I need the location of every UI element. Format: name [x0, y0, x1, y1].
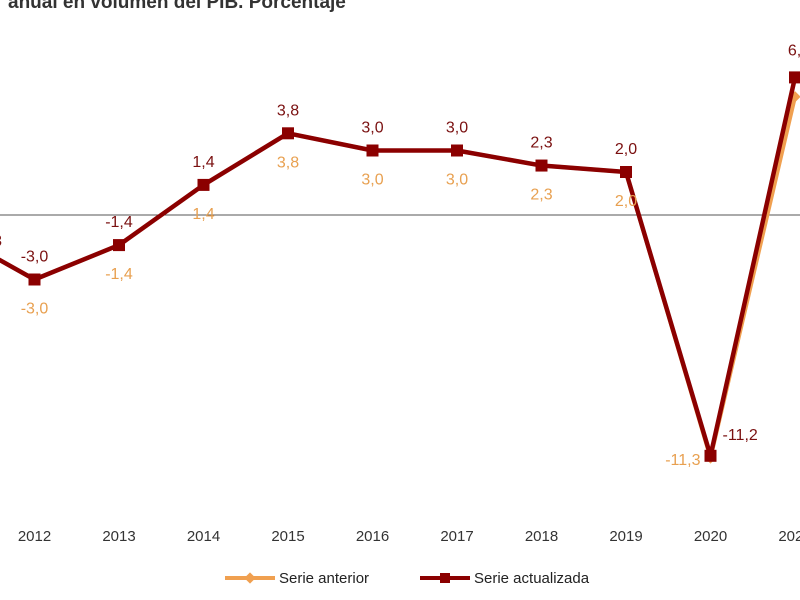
point-serie-actualizada-2013	[113, 239, 125, 252]
point-serie-actualizada-2018	[535, 159, 548, 172]
series-layer	[0, 71, 800, 464]
data-label-serie-anterior-2018: 2,3	[530, 187, 552, 204]
data-label-serie-actualizada-2018: 2,3	[530, 135, 552, 152]
data-label-serie-anterior-2016: 3,0	[361, 172, 383, 189]
x-tick-label-2013: 2013	[102, 528, 135, 545]
data-labels-layer: -3,0 -1,4 1,4 3,8 3,0 3,0 2,3 2,0 -11,3 3 -3,0 -1,4…	[0, 42, 800, 469]
x-axis-ticks: 2012 2013 2014 2015 2016 2017 2018 2019 2020 2021	[18, 528, 800, 545]
data-label-serie-actualizada-2015: 3,8	[277, 102, 299, 119]
data-label-serie-actualizada-2016: 3,0	[361, 120, 383, 137]
data-label-serie-actualizada-2013: -1,4	[105, 214, 133, 231]
point-serie-actualizada-2017	[451, 144, 463, 157]
legend-swatch-serie-actualizada	[420, 573, 470, 583]
legend-swatch-serie-anterior	[225, 572, 275, 584]
data-label-serie-anterior-2014: 1,4	[192, 206, 214, 223]
chart-title: anual en volumen del PIB. Porcentaje	[8, 0, 346, 13]
x-tick-label-2017: 2017	[440, 528, 473, 545]
point-serie-actualizada-2020	[704, 449, 717, 462]
point-serie-actualizada-2014	[197, 178, 210, 191]
data-label-serie-actualizada-2021: 6,4	[788, 42, 800, 59]
x-tick-label-2021: 2021	[778, 528, 800, 545]
point-serie-actualizada-2019	[620, 166, 632, 178]
data-label-serie-anterior-2019: 2,0	[615, 193, 637, 210]
data-label-serie-anterior-2020: -11,3	[665, 452, 700, 469]
x-tick-label-2019: 2019	[609, 528, 642, 545]
data-label-serie-actualizada-2014: 1,4	[192, 154, 214, 171]
data-label-serie-actualizada-2020: -11,2	[723, 427, 758, 444]
legend: Serie anterior Serie actualizada	[0, 566, 800, 590]
data-label-serie-actualizada-2011: 3	[0, 233, 2, 250]
data-label-serie-anterior-2013: -1,4	[105, 266, 133, 283]
point-serie-actualizada-2021	[789, 71, 800, 84]
x-tick-label-2015: 2015	[271, 528, 304, 545]
data-label-serie-actualizada-2012: -3,0	[21, 249, 49, 266]
point-serie-actualizada-2015	[282, 127, 294, 140]
data-label-serie-anterior-2012: -3,0	[21, 301, 49, 318]
point-serie-actualizada-2012	[28, 273, 41, 286]
x-tick-label-2018: 2018	[525, 528, 558, 545]
point-serie-actualizada-2016	[366, 144, 379, 157]
legend-item-serie-actualizada: Serie actualizada	[420, 566, 589, 590]
x-tick-label-2020: 2020	[694, 528, 727, 545]
data-label-serie-actualizada-2017: 3,0	[446, 120, 468, 137]
legend-label-serie-anterior: Serie anterior	[279, 569, 370, 587]
x-tick-label-2014: 2014	[187, 528, 220, 545]
data-label-serie-anterior-2017: 3,0	[446, 172, 468, 189]
data-label-serie-actualizada-2019: 2,0	[615, 141, 637, 158]
x-tick-label-2016: 2016	[356, 528, 389, 545]
data-label-serie-anterior-2015: 3,8	[277, 154, 299, 171]
x-tick-label-2012: 2012	[18, 528, 51, 545]
legend-label-serie-actualizada: Serie actualizada	[474, 569, 590, 587]
legend-item-serie-anterior: Serie anterior	[225, 566, 369, 590]
